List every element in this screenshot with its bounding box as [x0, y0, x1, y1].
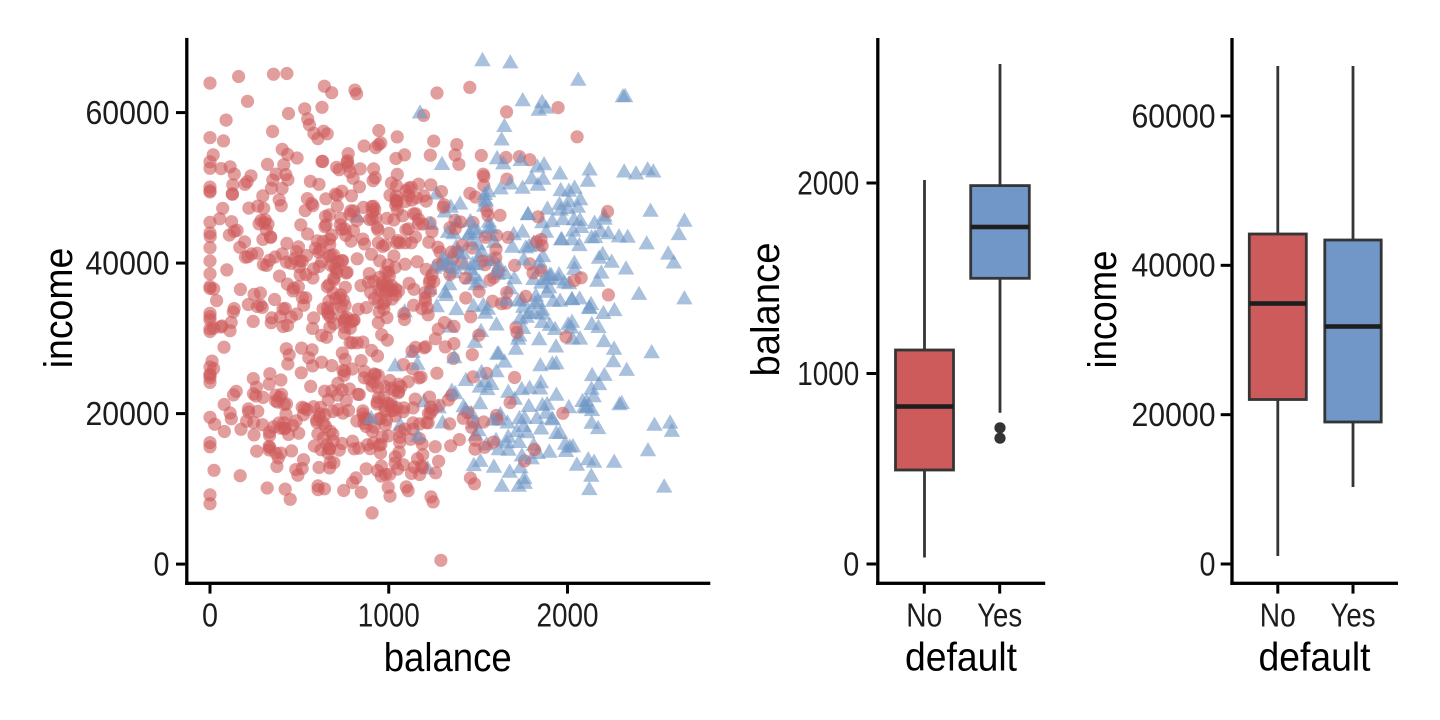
svg-text:1000: 1000: [797, 356, 859, 393]
svg-text:No: No: [906, 597, 942, 634]
svg-text:0: 0: [843, 546, 859, 583]
svg-text:40000: 40000: [86, 246, 170, 283]
svg-text:1000: 1000: [358, 597, 420, 634]
svg-text:2000: 2000: [537, 597, 599, 634]
svg-text:default: default: [1259, 636, 1371, 680]
svg-text:2000: 2000: [797, 165, 859, 202]
svg-text:income: income: [37, 248, 81, 369]
svg-text:Yes: Yes: [977, 597, 1022, 634]
svg-text:income: income: [1081, 251, 1125, 369]
svg-text:Yes: Yes: [1331, 597, 1376, 634]
svg-text:20000: 20000: [1132, 397, 1216, 434]
svg-text:0: 0: [154, 547, 170, 584]
svg-text:60000: 60000: [86, 95, 170, 132]
svg-text:default: default: [905, 636, 1017, 680]
svg-text:20000: 20000: [86, 396, 170, 433]
svg-text:40000: 40000: [1132, 248, 1216, 285]
svg-text:60000: 60000: [1132, 98, 1216, 135]
svg-text:balance: balance: [384, 636, 512, 680]
svg-text:balance: balance: [744, 243, 788, 377]
svg-text:No: No: [1260, 597, 1296, 634]
svg-text:0: 0: [1200, 546, 1216, 583]
svg-text:0: 0: [202, 597, 218, 634]
